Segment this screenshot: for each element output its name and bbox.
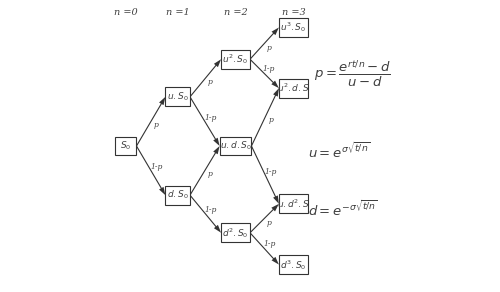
FancyBboxPatch shape — [279, 79, 308, 98]
Polygon shape — [272, 81, 279, 88]
Text: $u.S_0$: $u.S_0$ — [167, 91, 188, 103]
Text: $u^2.S_0$: $u^2.S_0$ — [222, 52, 248, 66]
Text: $d^2.S_0$: $d^2.S_0$ — [222, 226, 249, 240]
Text: $u.d^2.S$: $u.d^2.S$ — [277, 198, 310, 210]
Text: $u = e^{\sigma \sqrt{t/n}}$: $u = e^{\sigma \sqrt{t/n}}$ — [308, 142, 370, 161]
Text: p: p — [266, 219, 272, 227]
FancyBboxPatch shape — [279, 194, 308, 213]
Text: $d.S_0$: $d.S_0$ — [167, 189, 188, 201]
Text: p: p — [208, 78, 213, 86]
FancyBboxPatch shape — [221, 223, 250, 242]
Text: p: p — [268, 116, 274, 124]
Text: p: p — [154, 121, 159, 129]
Polygon shape — [214, 225, 221, 233]
Text: 1-p: 1-p — [204, 114, 216, 122]
Text: 1-p: 1-p — [263, 65, 275, 73]
Text: $u^3.S_0$: $u^3.S_0$ — [280, 20, 306, 34]
Polygon shape — [213, 146, 220, 154]
Polygon shape — [273, 88, 279, 97]
FancyBboxPatch shape — [279, 18, 308, 37]
Text: $S_0$: $S_0$ — [120, 140, 132, 152]
Text: n =0: n =0 — [114, 8, 138, 18]
Text: $u.d.S_0$: $u.d.S_0$ — [220, 140, 252, 152]
Polygon shape — [272, 27, 279, 35]
Text: 1-p: 1-p — [264, 168, 277, 176]
Polygon shape — [159, 187, 166, 195]
FancyBboxPatch shape — [166, 87, 190, 106]
Text: $d = e^{-\sigma \sqrt{t/n}}$: $d = e^{-\sigma \sqrt{t/n}}$ — [308, 200, 378, 219]
Polygon shape — [159, 97, 166, 105]
Polygon shape — [213, 138, 220, 146]
Polygon shape — [272, 204, 279, 211]
Text: 1-p: 1-p — [150, 163, 162, 171]
Text: $d^3.S_0$: $d^3.S_0$ — [280, 258, 306, 272]
Text: $p = \dfrac{e^{rt/n} - d}{u - d}$: $p = \dfrac{e^{rt/n} - d}{u - d}$ — [314, 58, 390, 89]
FancyBboxPatch shape — [221, 50, 250, 69]
Text: p: p — [208, 170, 212, 178]
Polygon shape — [272, 257, 279, 265]
Text: n =2: n =2 — [224, 8, 248, 18]
Text: 1-p: 1-p — [263, 240, 276, 248]
FancyBboxPatch shape — [166, 186, 190, 205]
Text: n =1: n =1 — [166, 8, 190, 18]
Text: 1-p: 1-p — [204, 206, 216, 214]
Text: p: p — [266, 44, 272, 52]
FancyBboxPatch shape — [115, 137, 136, 155]
FancyBboxPatch shape — [279, 255, 308, 274]
FancyBboxPatch shape — [220, 137, 252, 155]
Polygon shape — [214, 59, 221, 67]
Text: n =3: n =3 — [282, 8, 306, 18]
Text: $u^2.d.S$: $u^2.d.S$ — [277, 82, 310, 94]
Polygon shape — [273, 195, 279, 204]
